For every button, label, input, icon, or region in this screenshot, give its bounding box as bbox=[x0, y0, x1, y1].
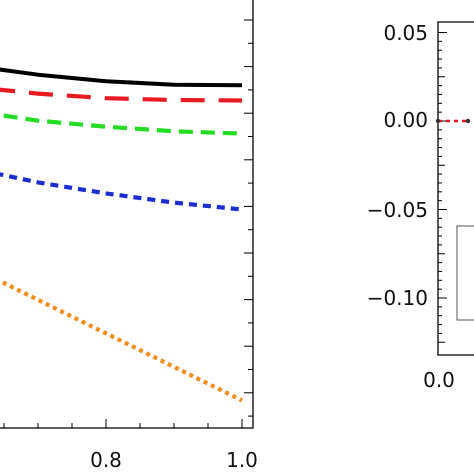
right-plot-frame bbox=[437, 21, 474, 356]
left-series-line-0 bbox=[0, 67, 243, 88]
right-series-point bbox=[465, 118, 471, 124]
left-panel: 0.8 1.0 bbox=[0, 0, 258, 472]
x-tick-label-0.8: 0.8 bbox=[90, 448, 122, 472]
x-tick-label-1.0: 1.0 bbox=[226, 448, 258, 472]
left-plot-frame bbox=[0, 0, 254, 429]
left-series-line-4 bbox=[0, 278, 243, 403]
right-series-group bbox=[435, 118, 471, 124]
left-tick-marks bbox=[3, 19, 253, 428]
right-series-point bbox=[435, 118, 441, 124]
left-series-line-1 bbox=[0, 87, 243, 103]
left-series-group bbox=[0, 67, 243, 403]
legend-box bbox=[456, 225, 474, 321]
left-series-line-3 bbox=[0, 172, 243, 212]
x-tick-label-0.0: 0.0 bbox=[423, 368, 455, 392]
y-tick-label-neg-0.10: −0.10 bbox=[367, 286, 428, 310]
y-tick-label-neg-0.05: −0.05 bbox=[367, 198, 428, 222]
right-panel: 0.05 0.00 −0.05 −0.10 0.0 bbox=[367, 21, 474, 392]
right-tick-marks bbox=[437, 32, 447, 355]
left-series-line-2 bbox=[0, 112, 243, 136]
y-tick-label-0.05: 0.05 bbox=[383, 21, 428, 45]
y-tick-label-0.00: 0.00 bbox=[383, 108, 428, 132]
